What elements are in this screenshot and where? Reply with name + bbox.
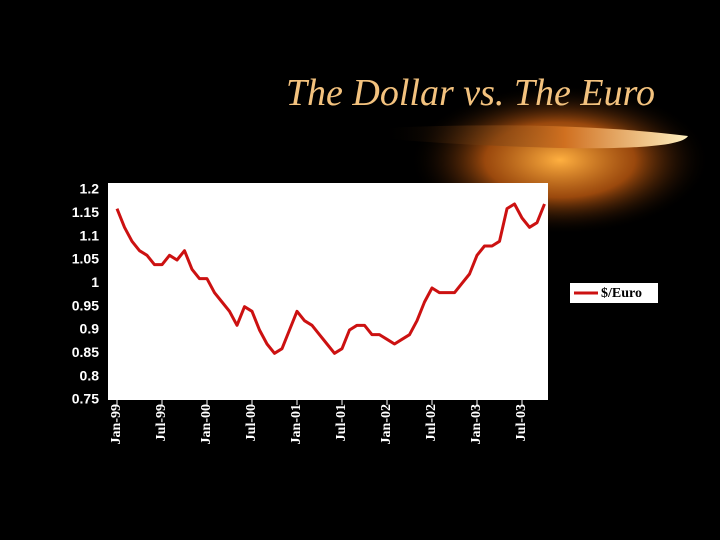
y-tick-label: 1.1: [80, 227, 100, 243]
y-tick-label: 1.15: [72, 204, 99, 220]
x-tick-label: Jan-01: [289, 404, 304, 444]
y-tick-label: 0.95: [72, 297, 99, 313]
y-tick-label: 1: [91, 274, 99, 290]
x-tick-label: Jan-02: [379, 404, 394, 444]
chart-title: The Dollar vs. The Euro: [286, 72, 655, 114]
legend-box: [570, 283, 658, 303]
x-tick-label: Jul-00: [244, 404, 259, 441]
plot-area: [108, 183, 548, 400]
y-tick-label: 0.75: [72, 391, 99, 407]
line-series: [115, 202, 546, 355]
x-tick-label: Jul-01: [334, 404, 349, 441]
x-tick-label: Jul-02: [424, 404, 439, 441]
x-tick-label: Jul-03: [514, 404, 529, 441]
legend-label: $/Euro: [601, 286, 642, 301]
y-tick-label: 0.9: [80, 321, 100, 337]
x-tick-label: Jan-99: [109, 404, 124, 444]
y-tick-label: 1.05: [72, 251, 99, 267]
swoosh-band: [380, 125, 688, 149]
y-tick-label: 1.2: [80, 181, 100, 197]
x-tick-label: Jul-99: [154, 404, 169, 441]
x-tick-label: Jan-03: [469, 404, 484, 444]
y-tick-label: 0.8: [80, 367, 100, 383]
x-tick-label: Jan-00: [199, 404, 214, 444]
y-tick-label: 0.85: [72, 344, 99, 360]
